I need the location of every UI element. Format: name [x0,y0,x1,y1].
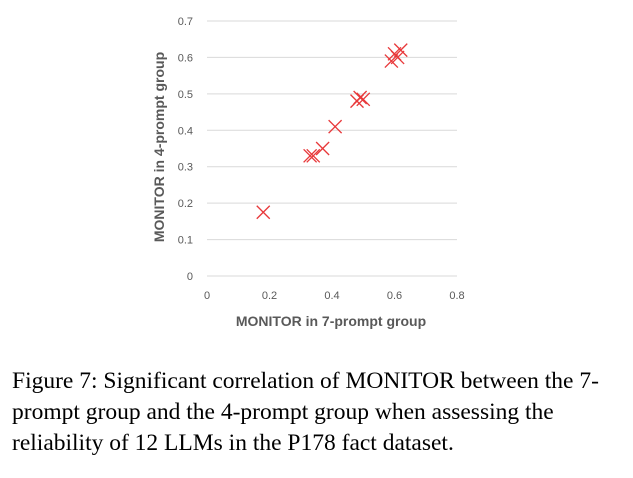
data-point [303,148,318,163]
data-point [353,90,368,105]
gridlines [207,20,457,277]
data-point [328,119,343,134]
y-tick-labels: 0 0.1 0.2 0.3 0.4 0.5 0.6 0.7 [178,16,193,283]
y-tick-label: 0.6 [178,52,193,64]
figure-caption: Figure 7: Significant correlation of MON… [12,368,599,456]
data-point [393,43,408,58]
data-point [384,54,399,69]
x-tick-labels: 0 0.2 0.4 0.6 0.8 [204,290,465,302]
y-tick-label: 0 [187,271,193,283]
y-tick-label: 0.7 [178,16,193,28]
y-tick-label: 0.5 [178,89,193,101]
x-axis-title: MONITOR in 7-prompt group [236,313,426,329]
x-tick-label: 0.4 [324,290,339,302]
y-tick-label: 0.4 [178,125,193,137]
data-points [256,43,408,220]
y-tick-label: 0.1 [178,235,193,247]
x-tick-label: 0.2 [262,290,277,302]
x-tick-label: 0.6 [387,290,402,302]
data-point [390,50,405,65]
data-point [315,141,330,156]
scatter-chart: 0 0.1 0.2 0.3 0.4 0.5 0.6 0.7 0 0.2 0.4 0.6 0.8 MON… [151,16,465,329]
data-point [356,92,371,107]
y-axis-title: MONITOR in 4-prompt group [151,52,167,242]
y-tick-label: 0.2 [178,198,193,210]
x-tick-label: 0.8 [449,290,464,302]
x-tick-label: 0 [204,290,210,302]
y-tick-label: 0.3 [178,162,193,174]
data-point [306,148,321,163]
data-point [256,205,271,220]
